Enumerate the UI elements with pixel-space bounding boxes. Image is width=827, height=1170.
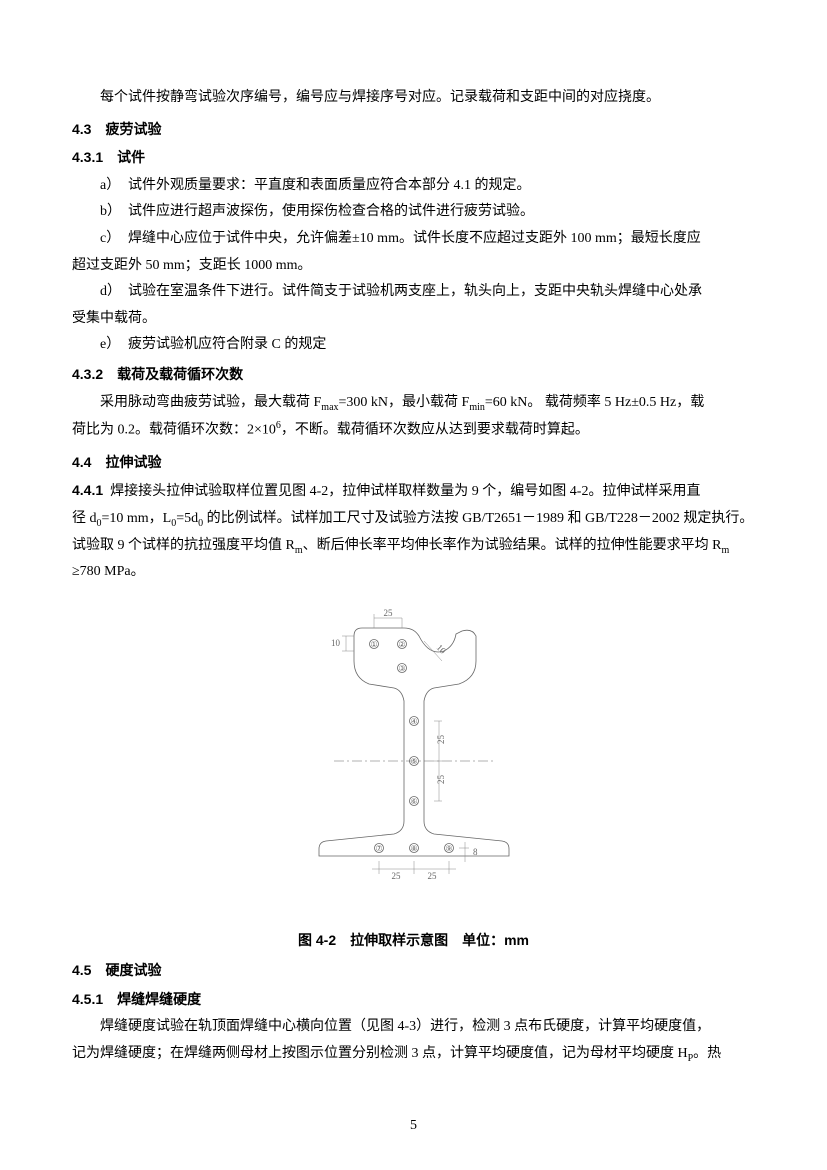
list-item-e: e）疲劳试验机应符合附录 C 的规定 bbox=[72, 332, 755, 359]
list-text-d: 试验在室温条件下进行。试件简支于试验机两支座上，轨头向上，支距中央轨头焊缝中心处… bbox=[128, 284, 702, 299]
svg-text:25: 25 bbox=[383, 608, 393, 618]
svg-text:③: ③ bbox=[398, 664, 405, 673]
list-item-c: c）焊缝中心应位于试件中央，允许偏差±10 mm。试件长度不应超过支距外 100… bbox=[72, 226, 755, 253]
list-marker-b: b） bbox=[100, 199, 128, 226]
heading-4-3-2: 4.3.2 载荷及载荷循环次数 bbox=[72, 361, 755, 388]
subscript-m: m bbox=[295, 544, 303, 555]
svg-text:⑨: ⑨ bbox=[445, 844, 452, 853]
text: 焊接接头拉伸试验取样位置见图 4-2，拉伸试样取样数量为 9 个，编号如图 4-… bbox=[110, 484, 700, 499]
svg-text:⑦: ⑦ bbox=[375, 844, 382, 853]
list-text-c: 焊缝中心应位于试件中央，允许偏差±10 mm。试件长度不应超过支距外 100 m… bbox=[128, 231, 701, 246]
text: =5d bbox=[176, 511, 198, 526]
text: =10 mm，L bbox=[102, 511, 172, 526]
para-4-5-1-line1: 焊缝硬度试验在轨顶面焊缝中心横向位置（见图 4-3）进行，检测 3 点布氏硬度，… bbox=[72, 1014, 755, 1041]
page-number: 5 bbox=[0, 1113, 827, 1140]
para-4-3-2: 采用脉动弯曲疲劳试验，最大载荷 Fmax=300 kN，最小载荷 Fmin=60… bbox=[72, 390, 755, 417]
text: 荷比为 0.2。载荷循环次数：2×10 bbox=[72, 423, 276, 438]
text: 试验取 9 个试样的抗拉强度平均值 R bbox=[72, 538, 295, 553]
heading-4-5: 4.5 硬度试验 bbox=[72, 957, 755, 984]
para-4-5-1-line2: 记为焊缝硬度；在焊缝两侧母材上按图示位置分别检测 3 点，计算平均硬度值，记为母… bbox=[72, 1041, 755, 1068]
list-item-d-cont: 受集中载荷。 bbox=[72, 306, 755, 333]
svg-text:8: 8 bbox=[473, 847, 478, 857]
subscript-min: min bbox=[469, 401, 485, 412]
para-4-4-1-line3: 试验取 9 个试样的抗拉强度平均值 Rm、断后伸长率平均伸长率作为试验结果。试样… bbox=[72, 533, 755, 560]
svg-text:25: 25 bbox=[427, 871, 437, 881]
svg-text:25: 25 bbox=[391, 871, 401, 881]
text: =300 kN，最小载荷 F bbox=[339, 395, 470, 410]
heading-4-4: 4.4 拉伸试验 bbox=[72, 449, 755, 476]
svg-text:①: ① bbox=[370, 640, 377, 649]
list-text-a: 试件外观质量要求：平直度和表面质量应符合本部分 4.1 的规定。 bbox=[128, 178, 531, 193]
svg-text:⑥: ⑥ bbox=[410, 797, 417, 806]
list-item-b: b）试件应进行超声波探伤，使用探伤检查合格的试件进行疲劳试验。 bbox=[72, 199, 755, 226]
svg-text:⑤: ⑤ bbox=[410, 757, 417, 766]
svg-text:10: 10 bbox=[434, 642, 448, 656]
text: 径 d bbox=[72, 511, 97, 526]
para-4-4-1-line2: 径 d0=10 mm，L0=5d0 的比例试样。试样加工尺寸及试验方法按 GB/… bbox=[72, 506, 755, 533]
heading-4-3: 4.3 疲劳试验 bbox=[72, 116, 755, 143]
text: 采用脉动弯曲疲劳试验，最大载荷 F bbox=[100, 395, 321, 410]
svg-text:25: 25 bbox=[436, 734, 446, 744]
list-marker-c: c） bbox=[100, 226, 128, 253]
text: 记为焊缝硬度；在焊缝两侧母材上按图示位置分别检测 3 点，计算平均硬度值，记为母… bbox=[72, 1046, 688, 1061]
text: 、断后伸长率平均伸长率作为试验结果。试样的拉伸性能要求平均 R bbox=[303, 538, 722, 553]
list-marker-a: a） bbox=[100, 173, 128, 200]
list-marker-d: d） bbox=[100, 279, 128, 306]
svg-text:⑧: ⑧ bbox=[410, 844, 417, 853]
list-text-e: 疲劳试验机应符合附录 C 的规定 bbox=[128, 337, 326, 352]
heading-4-3-1: 4.3.1 试件 bbox=[72, 144, 755, 171]
intro-paragraph: 每个试件按静弯试验次序编号，编号应与焊接序号对应。记录载荷和支距中间的对应挠度。 bbox=[72, 85, 755, 112]
subscript-max: max bbox=[321, 401, 338, 412]
list-item-c-cont: 超过支距外 50 mm；支距长 1000 mm。 bbox=[72, 253, 755, 280]
text: =60 kN。 载荷频率 5 Hz±0.5 Hz，载 bbox=[485, 395, 704, 410]
svg-text:10: 10 bbox=[331, 638, 341, 648]
svg-text:④: ④ bbox=[410, 717, 417, 726]
para-4-3-2-cont: 荷比为 0.2。载荷循环次数：2×106，不断。载荷循环次数应从达到要求载荷时算… bbox=[72, 416, 755, 444]
list-item-a: a）试件外观质量要求：平直度和表面质量应符合本部分 4.1 的规定。 bbox=[72, 173, 755, 200]
text: 的比例试样。试样加工尺寸及试验方法按 GB/T2651－1989 和 GB/T2… bbox=[203, 511, 753, 526]
rail-cross-section-diagram: ① ② ③ ④ ⑤ ⑥ ⑦ ⑧ ⑨ 25 10 10 25 25 25 25 8 bbox=[284, 606, 544, 906]
svg-text:25: 25 bbox=[436, 774, 446, 784]
text: 。热 bbox=[693, 1046, 721, 1061]
para-4-4-1-line1: 4.4.1 焊接接头拉伸试验取样位置见图 4-2，拉伸试样取样数量为 9 个，编… bbox=[72, 477, 755, 506]
figure-4-2-caption: 图 4-2 拉伸取样示意图 单位：mm bbox=[72, 927, 755, 954]
list-text-b: 试件应进行超声波探伤，使用探伤检查合格的试件进行疲劳试验。 bbox=[128, 204, 534, 219]
heading-4-5-1: 4.5.1 焊缝焊缝硬度 bbox=[72, 986, 755, 1013]
text: ，不断。载荷循环次数应从达到要求载荷时算起。 bbox=[281, 423, 589, 438]
heading-4-4-1: 4.4.1 bbox=[72, 482, 103, 498]
subscript-m: m bbox=[721, 544, 729, 555]
list-item-d: d）试验在室温条件下进行。试件简支于试验机两支座上，轨头向上，支距中央轨头焊缝中… bbox=[72, 279, 755, 306]
para-4-4-1-line4: ≥780 MPa。 bbox=[72, 559, 755, 586]
figure-4-2: ① ② ③ ④ ⑤ ⑥ ⑦ ⑧ ⑨ 25 10 10 25 25 25 25 8 bbox=[72, 606, 755, 917]
list-marker-e: e） bbox=[100, 332, 128, 359]
svg-text:②: ② bbox=[398, 640, 405, 649]
